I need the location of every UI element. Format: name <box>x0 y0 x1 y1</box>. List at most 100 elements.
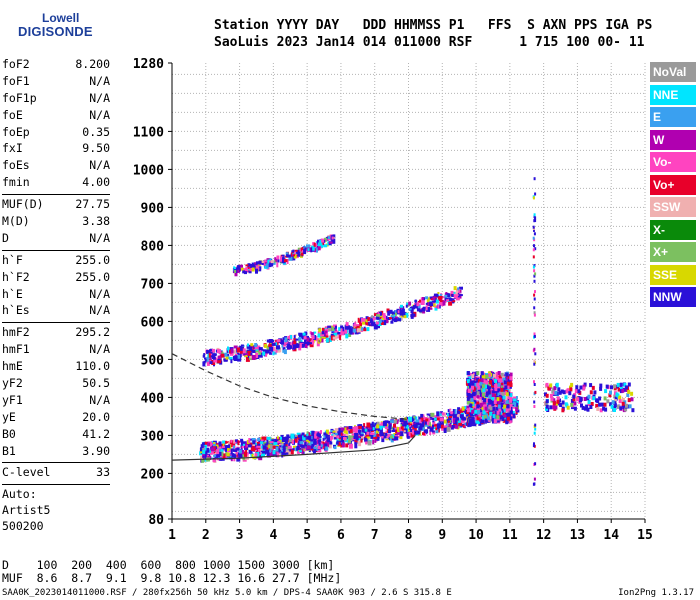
echo-point <box>228 442 231 446</box>
x-tick-label: 5 <box>303 528 311 543</box>
echo-point <box>559 403 563 407</box>
echo-point <box>264 262 268 265</box>
echo-point <box>318 328 322 333</box>
echo-point <box>443 419 447 424</box>
echo-point <box>330 333 334 337</box>
param-name: h`F2 <box>2 269 30 284</box>
echo-point <box>429 416 432 420</box>
echo-point <box>370 432 375 435</box>
echo-point <box>284 439 288 445</box>
echo-point <box>340 440 344 443</box>
echo-point <box>587 400 591 404</box>
param-name: fxI <box>2 141 23 156</box>
echo-point <box>280 434 284 440</box>
echo-point <box>293 341 297 344</box>
echo-point <box>573 401 577 406</box>
echo-point <box>323 239 326 243</box>
y-tick-label: 1280 <box>133 57 164 72</box>
echo-point <box>547 386 551 391</box>
echo-point <box>301 247 305 252</box>
echo-point <box>618 399 622 404</box>
echo-point <box>487 416 491 421</box>
echo-point <box>320 334 325 337</box>
y-tick-label: 200 <box>141 467 165 482</box>
echo-point <box>376 314 380 319</box>
echo-point <box>425 305 428 311</box>
echo-point <box>396 427 400 432</box>
echo-point <box>204 446 207 451</box>
echo-point <box>393 419 397 424</box>
echo-point <box>533 400 536 404</box>
echo-point <box>210 447 215 452</box>
echo-point <box>442 296 445 299</box>
echo-point <box>353 323 357 327</box>
echo-point <box>405 312 409 318</box>
echo-point <box>335 331 338 336</box>
param-value: 41.2 <box>82 426 110 441</box>
echo-point <box>202 455 205 458</box>
echo-point <box>381 435 384 439</box>
echo-point <box>276 262 279 268</box>
echo-point <box>251 344 254 348</box>
echo-point <box>610 404 614 409</box>
echo-point <box>434 305 438 311</box>
echo-point <box>349 429 353 434</box>
echo-point <box>340 427 345 431</box>
echo-point <box>406 433 410 439</box>
echo-point <box>613 408 616 412</box>
echo-point <box>495 371 499 376</box>
echo-point <box>503 380 507 385</box>
echo-point <box>420 413 424 418</box>
echo-point <box>342 326 345 332</box>
echo-point <box>241 445 244 449</box>
echo-point <box>474 409 478 414</box>
echo-point <box>294 249 298 252</box>
echo-point <box>292 437 295 441</box>
echo-point <box>275 258 278 262</box>
echo-point <box>426 413 430 416</box>
echo-point <box>532 225 535 229</box>
echo-point <box>374 438 377 443</box>
echo-point <box>295 252 300 255</box>
echo-point <box>368 427 372 430</box>
echo-point <box>533 244 535 248</box>
echo-point <box>387 433 391 437</box>
echo-point <box>240 446 243 449</box>
echo-point <box>335 334 339 338</box>
echo-point <box>372 427 375 431</box>
echo-point <box>351 435 355 438</box>
echo-point <box>208 352 211 358</box>
echo-point <box>332 336 337 340</box>
echo-point <box>305 344 307 348</box>
echo-point <box>411 311 414 315</box>
echo-point <box>306 435 309 440</box>
echo-point <box>382 421 387 427</box>
echo-point <box>348 430 351 434</box>
echo-point <box>585 404 589 409</box>
echo-point <box>316 247 318 253</box>
echo-point <box>301 336 304 340</box>
echo-point <box>206 356 209 359</box>
echo-point <box>457 407 461 413</box>
echo-point <box>427 418 431 422</box>
echo-point <box>317 246 321 251</box>
echo-point <box>393 423 396 428</box>
echo-point <box>626 404 630 409</box>
echo-point <box>258 347 263 351</box>
echo-point <box>297 343 300 348</box>
echo-point <box>532 444 535 447</box>
echo-point <box>295 254 299 257</box>
echo-point <box>328 443 332 449</box>
echo-point <box>565 389 569 394</box>
echo-point <box>325 335 329 338</box>
echo-point <box>312 441 315 446</box>
y-tick-label: 600 <box>141 315 165 330</box>
echo-point <box>376 433 380 437</box>
echo-point <box>389 435 393 439</box>
echo-point <box>533 219 536 223</box>
echo-point <box>534 423 537 427</box>
echo-point <box>395 426 399 431</box>
echo-point <box>262 351 266 356</box>
legend-item: W <box>650 129 696 150</box>
echo-point <box>509 380 513 385</box>
